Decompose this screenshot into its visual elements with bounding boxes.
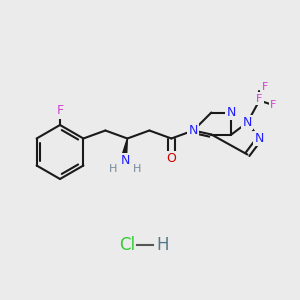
Text: H: H	[133, 164, 142, 173]
Text: N: N	[255, 132, 264, 145]
Text: H: H	[157, 236, 169, 254]
Text: F: F	[56, 104, 64, 118]
Text: O: O	[167, 152, 176, 165]
Text: F: F	[256, 94, 262, 103]
Text: N: N	[189, 124, 198, 137]
Text: N: N	[121, 154, 130, 167]
Text: F: F	[262, 82, 268, 92]
Text: H: H	[109, 164, 118, 173]
Text: Cl: Cl	[119, 236, 135, 254]
Polygon shape	[120, 139, 128, 160]
Text: F: F	[270, 100, 277, 110]
Text: N: N	[243, 116, 252, 129]
Text: N: N	[227, 106, 236, 119]
